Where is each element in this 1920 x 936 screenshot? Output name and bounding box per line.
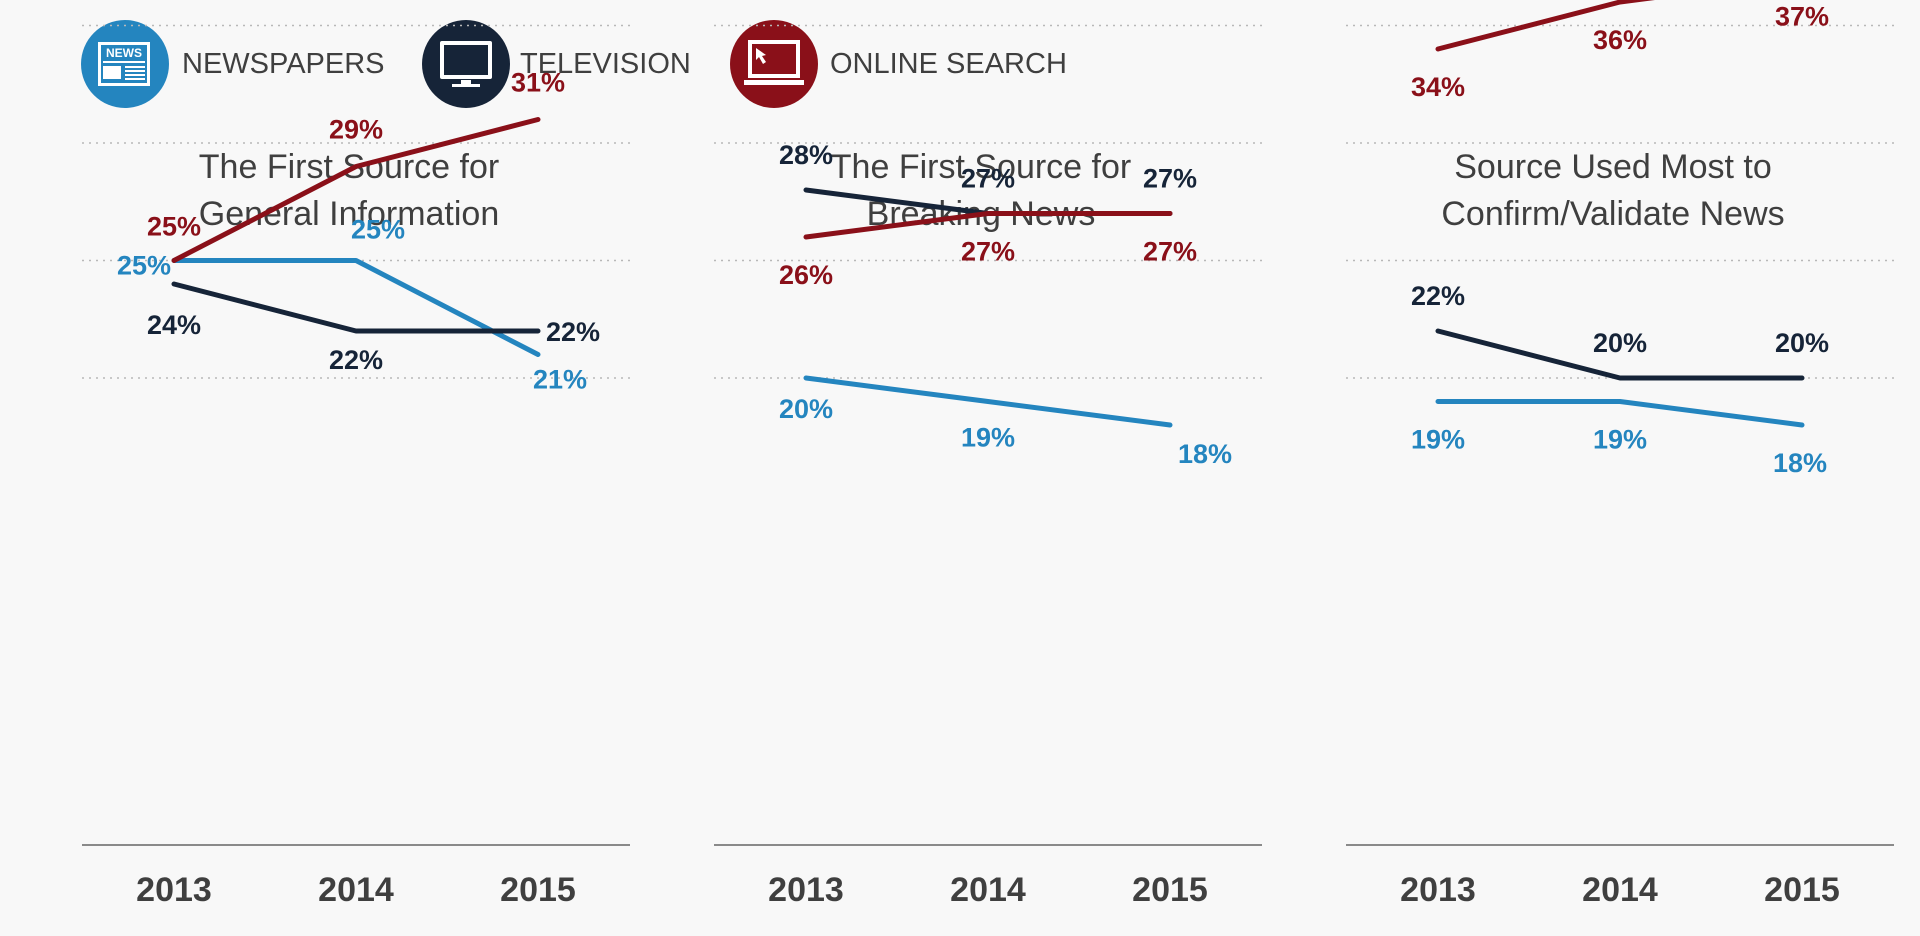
data-label-television: 20% bbox=[1593, 328, 1647, 358]
legend-label-online-search: ONLINE SEARCH bbox=[830, 48, 1067, 80]
series-line-newspapers bbox=[171, 258, 541, 357]
legend-label-television: TELEVISION bbox=[520, 48, 691, 80]
data-label-newspapers: 25% bbox=[351, 215, 405, 245]
data-label-newspapers: 25% bbox=[117, 251, 171, 281]
x-tick-label: 2014 bbox=[1582, 871, 1658, 909]
data-label-television: 22% bbox=[546, 317, 600, 347]
data-label-television: 27% bbox=[961, 164, 1015, 194]
series-line-newspapers bbox=[803, 375, 1173, 428]
data-label-newspapers: 21% bbox=[533, 365, 587, 395]
series-line-online bbox=[171, 117, 541, 263]
data-label-online: 34% bbox=[1411, 72, 1465, 102]
data-label-online: 25% bbox=[147, 212, 201, 242]
x-tick-label: 2015 bbox=[500, 871, 576, 909]
series-line-television bbox=[1435, 328, 1805, 381]
data-label-online: 31% bbox=[511, 68, 565, 98]
data-label-television: 28% bbox=[779, 140, 833, 170]
x-tick-label: 2014 bbox=[950, 871, 1026, 909]
legend-item-online-search: ONLINE SEARCH bbox=[730, 20, 1067, 108]
chart-title-line: Source Used Most to bbox=[1454, 148, 1771, 186]
data-label-online: 26% bbox=[779, 260, 833, 290]
series-line-newspapers bbox=[1435, 399, 1805, 428]
data-label-online: 27% bbox=[1143, 237, 1197, 267]
x-tick-label: 2015 bbox=[1132, 871, 1208, 909]
data-label-television: 24% bbox=[147, 310, 201, 340]
data-label-television: 27% bbox=[1143, 164, 1197, 194]
data-label-television: 22% bbox=[1411, 281, 1465, 311]
svg-text:NEWS: NEWS bbox=[106, 46, 142, 60]
x-tick-label: 2013 bbox=[768, 871, 844, 909]
legend-item-newspapers: NEWS NEWSPAPERS bbox=[81, 20, 385, 108]
data-label-television: 20% bbox=[1775, 328, 1829, 358]
data-label-online: 37% bbox=[1775, 2, 1829, 32]
x-tick-label: 2013 bbox=[1400, 871, 1476, 909]
data-label-newspapers: 19% bbox=[1593, 425, 1647, 455]
x-tick-label: 2015 bbox=[1764, 871, 1840, 909]
series-line-television bbox=[171, 281, 541, 334]
data-label-online: 29% bbox=[329, 115, 383, 145]
chart-title-line: The First Source for bbox=[199, 148, 499, 186]
legend-item-television: TELEVISION bbox=[422, 20, 691, 108]
television-icon bbox=[422, 20, 510, 108]
x-tick-label: 2014 bbox=[318, 871, 394, 909]
data-label-newspapers: 18% bbox=[1178, 439, 1232, 469]
data-label-online: 36% bbox=[1593, 25, 1647, 55]
data-label-newspapers: 18% bbox=[1773, 448, 1827, 478]
data-label-newspapers: 19% bbox=[961, 423, 1015, 453]
chart-title-line: The First Source for bbox=[831, 148, 1131, 186]
computer-cursor-icon bbox=[730, 20, 818, 108]
series-line-online bbox=[803, 211, 1173, 240]
legend: NEWS NEWSPAPERS bbox=[81, 20, 1067, 108]
legend-label-newspapers: NEWSPAPERS bbox=[182, 48, 385, 80]
newspaper-icon: NEWS bbox=[81, 20, 169, 108]
chart-title-line: General Information bbox=[199, 195, 500, 233]
chart-title-line: Confirm/Validate News bbox=[1441, 195, 1784, 233]
series-line-online bbox=[1435, 0, 1656, 52]
data-label-television: 22% bbox=[329, 345, 383, 375]
data-label-newspapers: 20% bbox=[779, 394, 833, 424]
data-label-newspapers: 19% bbox=[1411, 425, 1465, 455]
x-tick-label: 2013 bbox=[136, 871, 212, 909]
chart-panel-3: Source Used Most to Confirm/Validate News… bbox=[1346, 0, 1894, 909]
data-label-online: 27% bbox=[961, 237, 1015, 267]
